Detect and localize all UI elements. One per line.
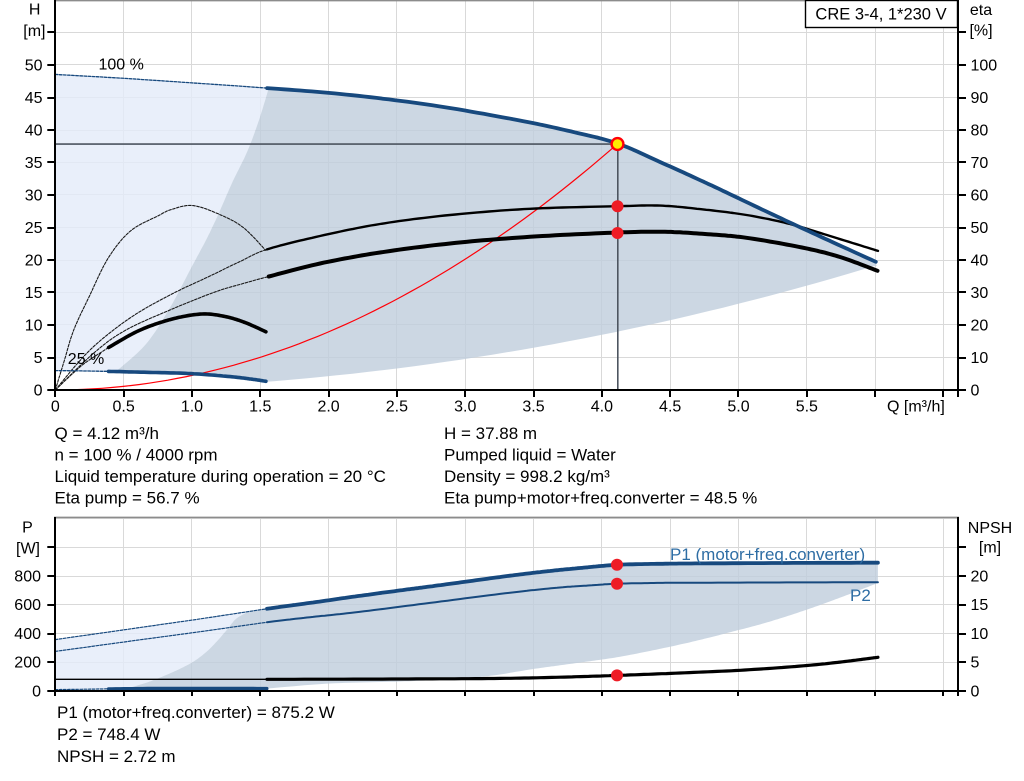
svg-text:Q [m³/h]: Q [m³/h] [887,399,945,416]
svg-text:1.5: 1.5 [249,399,271,416]
svg-text:2.0: 2.0 [317,399,339,416]
svg-text:5.5: 5.5 [796,399,818,416]
svg-text:100 %: 100 % [99,57,144,74]
svg-text:Density = 998.2 kg/m³: Density = 998.2 kg/m³ [444,467,610,486]
svg-text:0: 0 [51,399,60,416]
svg-text:4.0: 4.0 [591,399,613,416]
svg-text:NPSH: NPSH [968,520,1012,537]
svg-text:Pumped liquid = Water: Pumped liquid = Water [444,445,616,464]
svg-text:40: 40 [25,122,43,139]
svg-text:10: 10 [971,626,989,643]
svg-text:5: 5 [971,655,980,672]
svg-text:25 %: 25 % [68,351,104,368]
svg-text:Eta pump = 56.7 %: Eta pump = 56.7 % [55,488,200,507]
svg-text:15: 15 [971,597,989,614]
svg-text:60: 60 [971,187,989,204]
svg-text:20: 20 [25,252,43,269]
svg-text:0.5: 0.5 [112,399,134,416]
svg-text:H: H [29,2,41,19]
svg-text:[W]: [W] [16,540,40,557]
svg-text:H = 37.88 m: H = 37.88 m [444,424,537,443]
svg-text:15: 15 [25,285,43,302]
svg-text:0: 0 [971,382,980,399]
svg-text:200: 200 [14,655,41,672]
svg-text:50: 50 [971,220,989,237]
svg-text:5: 5 [34,350,43,367]
svg-text:50: 50 [25,57,43,74]
svg-text:25: 25 [25,220,43,237]
svg-text:0: 0 [971,683,980,700]
svg-text:0: 0 [34,382,43,399]
svg-text:P2 = 748.4 W: P2 = 748.4 W [57,725,160,744]
svg-text:100: 100 [971,57,998,74]
svg-text:n = 100 % / 4000 rpm: n = 100 % / 4000 rpm [55,445,218,464]
svg-text:3.5: 3.5 [522,399,544,416]
svg-text:P1 (motor+freq.converter): P1 (motor+freq.converter) [670,545,865,564]
svg-text:80: 80 [971,122,989,139]
svg-text:P: P [22,520,33,537]
svg-text:35: 35 [25,155,43,172]
svg-text:0: 0 [32,683,41,700]
svg-text:10: 10 [25,317,43,334]
svg-text:10: 10 [971,350,989,367]
svg-text:CRE 3-4, 1*230 V: CRE 3-4, 1*230 V [815,6,946,24]
svg-text:Eta pump+motor+freq.converter: Eta pump+motor+freq.converter = 48.5 % [444,488,757,507]
svg-text:4.5: 4.5 [659,399,681,416]
svg-text:[m]: [m] [979,540,1001,557]
svg-text:2.5: 2.5 [386,399,408,416]
svg-text:800: 800 [14,568,41,585]
svg-text:40: 40 [971,252,989,269]
svg-text:3.0: 3.0 [454,399,476,416]
svg-text:Q = 4.12 m³/h: Q = 4.12 m³/h [55,424,159,443]
svg-text:400: 400 [14,626,41,643]
svg-text:90: 90 [971,90,989,107]
svg-text:600: 600 [14,597,41,614]
svg-text:20: 20 [971,317,989,334]
svg-text:NPSH = 2.72 m: NPSH = 2.72 m [57,747,176,766]
svg-text:P1 (motor+freq.converter) = 87: P1 (motor+freq.converter) = 875.2 W [57,703,335,722]
svg-text:5.0: 5.0 [727,399,749,416]
svg-text:eta: eta [970,2,992,19]
svg-text:70: 70 [971,155,989,172]
svg-text:45: 45 [25,90,43,107]
svg-text:30: 30 [25,187,43,204]
svg-text:1.0: 1.0 [181,399,203,416]
svg-text:P2: P2 [850,586,871,605]
svg-text:20: 20 [971,568,989,585]
svg-text:30: 30 [971,285,989,302]
svg-text:[m]: [m] [23,23,45,40]
svg-text:[%]: [%] [969,22,992,39]
svg-text:Liquid temperature during oper: Liquid temperature during operation = 20… [55,467,386,486]
